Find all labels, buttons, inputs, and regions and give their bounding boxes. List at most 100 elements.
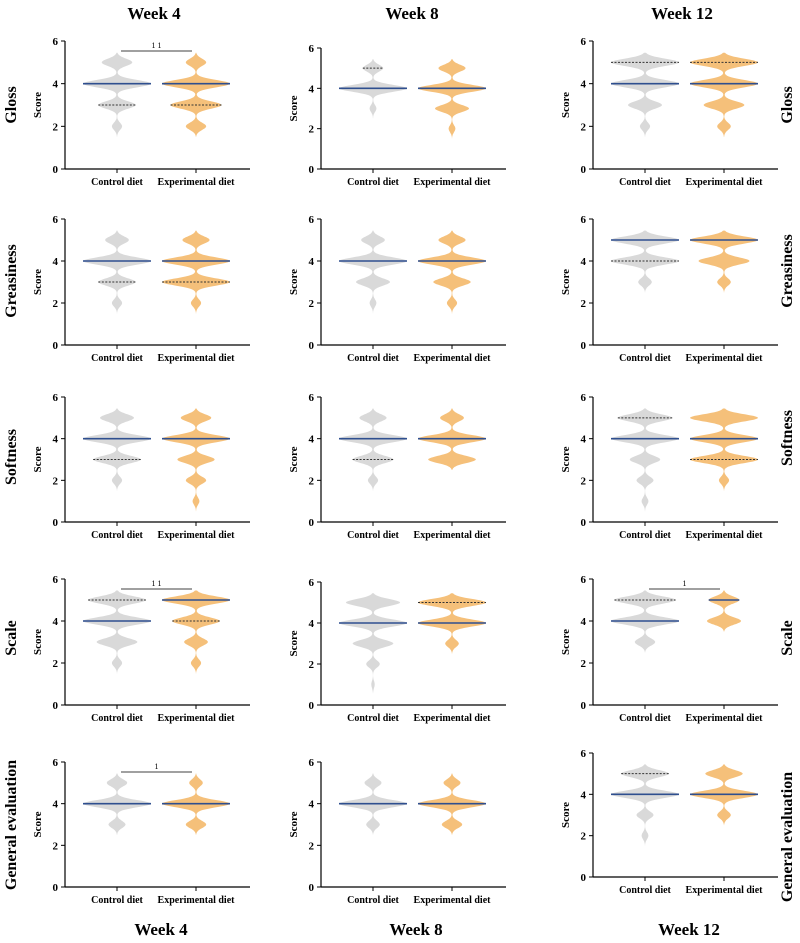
x-tick-label: Control diet — [91, 713, 143, 724]
violin-panel: Score 0 2 4 6 Control diet Experimental diet — [288, 577, 506, 724]
week-header-bottom-3: Week 12 — [658, 920, 720, 939]
y-tick-label: 6 — [309, 392, 315, 404]
y-axis-label: Score — [32, 92, 44, 118]
y-tick-label: 4 — [581, 789, 587, 801]
y-tick-label: 4 — [309, 256, 315, 268]
violin-panel: Score 0 2 4 6 Control diet Experimental diet — [32, 392, 250, 541]
y-tick-label: 2 — [581, 831, 587, 843]
y-tick-label: 6 — [309, 43, 315, 55]
significance-label: 1 — [155, 762, 159, 771]
violin-experimental-diet — [690, 408, 758, 491]
violin-experimental-diet — [162, 230, 230, 314]
x-tick-label: Control diet — [619, 713, 671, 724]
violin-control-diet — [339, 230, 407, 314]
violin-panel: Score 0 2 4 6 Control diet Experimental diet — [288, 43, 506, 188]
y-tick-label: 0 — [53, 164, 59, 176]
x-tick-label: Control diet — [347, 713, 399, 724]
y-tick-label: 0 — [309, 340, 315, 352]
violin-control-diet — [83, 408, 151, 491]
y-tick-label: 2 — [309, 840, 315, 852]
week-header-bottom-2: Week 8 — [389, 920, 442, 939]
violin-panel: Score 0 2 4 6 Control diet Experimental diet — [560, 214, 778, 364]
week-header-bottom-1: Week 4 — [134, 920, 188, 939]
y-axis-label: Score — [288, 446, 300, 472]
y-tick-label: 6 — [53, 392, 59, 404]
y-tick-label: 6 — [581, 214, 587, 226]
x-tick-label: Control diet — [619, 885, 671, 896]
violin-control-diet — [611, 408, 679, 512]
y-tick-label: 2 — [309, 124, 315, 136]
violin-experimental-diet — [162, 590, 230, 674]
y-tick-label: 2 — [53, 475, 59, 487]
violin-panel: Score 0 2 4 6 Control diet Experimental diet 1 — [32, 757, 250, 906]
y-tick-label: 6 — [581, 574, 587, 586]
row-label-greasiness: Greasiness — [3, 244, 20, 317]
row-label-gloss-right: Gloss — [779, 86, 796, 123]
significance-label: 1 1 — [152, 41, 162, 50]
x-tick-label: Control diet — [91, 530, 143, 541]
y-tick-label: 0 — [581, 872, 587, 884]
violin-panel: Score 0 2 4 6 Control diet Experimental diet — [560, 36, 778, 188]
y-tick-label: 6 — [309, 577, 315, 589]
violin-control-diet — [83, 590, 151, 674]
y-axis-label: Score — [560, 446, 572, 472]
row-label-scale-right: Scale — [779, 620, 796, 656]
violin-experimental-diet — [162, 52, 230, 138]
y-tick-label: 6 — [53, 757, 59, 769]
y-tick-label: 4 — [53, 79, 59, 91]
y-tick-label: 0 — [309, 164, 315, 176]
y-tick-label: 6 — [309, 214, 315, 226]
violin-control-diet — [339, 593, 407, 695]
y-tick-label: 2 — [581, 121, 587, 133]
x-tick-label: Experimental diet — [414, 895, 492, 906]
y-tick-label: 0 — [53, 882, 59, 894]
row-label-greasiness-right: Greasiness — [779, 234, 796, 307]
violin-panel: Score 0 2 4 6 Control diet Experimental diet 1 — [560, 574, 778, 724]
x-tick-label: Experimental diet — [686, 530, 764, 541]
x-tick-label: Control diet — [347, 353, 399, 364]
y-tick-label: 6 — [581, 392, 587, 404]
violin-panel: Score 0 2 4 6 Control diet Experimental diet 1 … — [32, 574, 250, 724]
y-tick-label: 2 — [581, 298, 587, 310]
violin-panel: Score 0 2 4 6 Control diet Experimental diet — [32, 214, 250, 364]
x-tick-label: Experimental diet — [158, 353, 236, 364]
x-tick-label: Experimental diet — [686, 177, 764, 188]
y-axis-label: Score — [32, 269, 44, 295]
y-tick-label: 2 — [309, 475, 315, 487]
y-tick-label: 4 — [309, 618, 315, 630]
y-tick-label: 2 — [581, 475, 587, 487]
week-header-top-1: Week 4 — [127, 4, 181, 23]
violin-panel: Score 0 2 4 6 Control diet Experimental diet — [560, 392, 778, 541]
y-tick-label: 2 — [53, 121, 59, 133]
x-tick-label: Experimental diet — [414, 177, 492, 188]
violin-experimental-diet — [418, 230, 486, 314]
y-axis-label: Score — [288, 630, 300, 656]
y-axis-label: Score — [32, 629, 44, 655]
x-tick-label: Experimental diet — [686, 713, 764, 724]
violin-experimental-diet — [690, 230, 758, 293]
y-tick-label: 4 — [581, 616, 587, 628]
x-tick-label: Experimental diet — [414, 353, 492, 364]
x-tick-label: Experimental diet — [686, 353, 764, 364]
violin-panel: Score 0 2 4 6 Control diet Experimental diet — [288, 214, 506, 364]
x-tick-label: Experimental diet — [158, 177, 236, 188]
y-tick-label: 0 — [581, 340, 587, 352]
y-tick-label: 4 — [581, 79, 587, 91]
x-tick-label: Control diet — [619, 177, 671, 188]
y-axis-label: Score — [560, 629, 572, 655]
y-tick-label: 2 — [309, 659, 315, 671]
y-axis-label: Score — [560, 92, 572, 118]
y-tick-label: 4 — [581, 256, 587, 268]
violin-control-diet — [611, 230, 679, 293]
y-tick-label: 2 — [581, 658, 587, 670]
row-label-general-evaluation-right: General evaluation — [779, 772, 796, 902]
x-tick-label: Control diet — [619, 530, 671, 541]
y-tick-label: 2 — [53, 840, 59, 852]
x-tick-label: Experimental diet — [686, 885, 764, 896]
violin-control-diet — [611, 764, 679, 846]
y-tick-label: 2 — [309, 298, 315, 310]
x-tick-label: Control diet — [91, 353, 143, 364]
row-label-gloss: Gloss — [3, 86, 20, 123]
y-tick-label: 4 — [53, 799, 59, 811]
